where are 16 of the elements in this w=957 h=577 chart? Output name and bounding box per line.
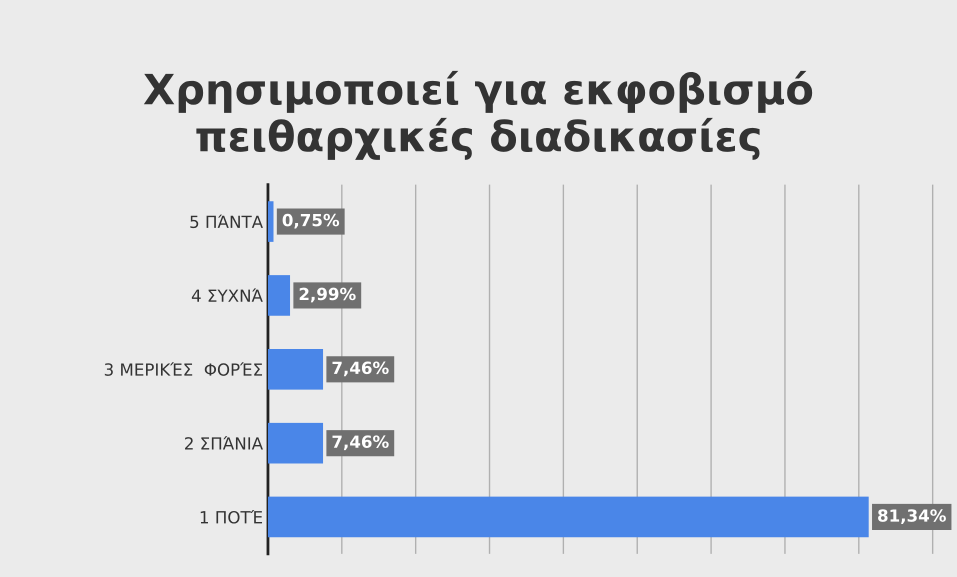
y-tick-label: 5 ΠΆΝΤΑ <box>190 214 263 228</box>
chart-title: Χρησιμοποιεί για εκφοβισμό πειθαρχικές διαδικασίες <box>144 70 812 160</box>
y-tick-label: 3 ΜΕΡΙΚΈΣ ΦΟΡΈΣ <box>104 362 262 376</box>
data-label: 0,75% <box>282 214 340 229</box>
bar <box>268 201 274 242</box>
bar <box>268 275 290 316</box>
bar <box>268 348 324 390</box>
data-label: 7,46% <box>332 362 389 376</box>
bar <box>268 496 869 538</box>
y-tick-label: 2 ΣΠΆΝΙΑ <box>185 436 263 450</box>
data-label: 81,34% <box>878 509 946 524</box>
data-label: 2,99% <box>300 288 356 302</box>
data-label: 7,46% <box>332 435 389 450</box>
y-tick-label: 1 ΠΟΤΈ <box>200 510 262 524</box>
bar <box>268 422 324 464</box>
y-tick-label: 4 ΣΥΧΝΆ <box>192 288 263 302</box>
